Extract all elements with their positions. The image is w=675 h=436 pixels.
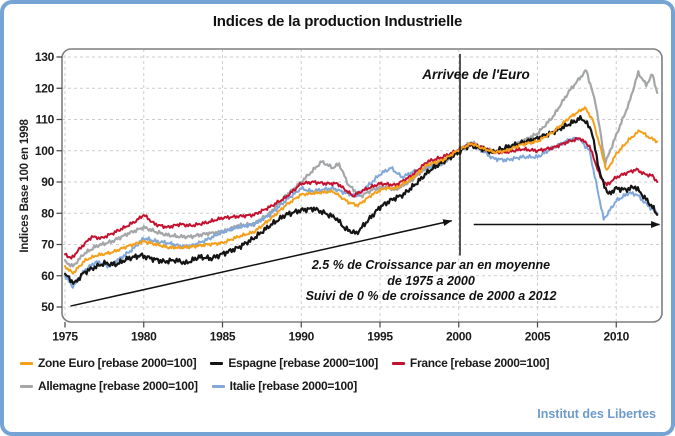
gridlines	[63, 50, 661, 321]
chart-canvas: 50 60 70 80 90 100 110 120 130 1975 1980 1985 1990 19…	[35, 48, 663, 344]
axis-ticks	[56, 56, 617, 328]
y-tick-label-120: 120	[35, 81, 55, 95]
y-tick-label-90: 90	[41, 175, 54, 189]
x-tick-label-2005: 2005	[525, 330, 551, 344]
annotation-growth-line-1: 2.5 % de Croissance par an en moyenne	[311, 258, 551, 272]
legend-item-france: France [rebase 2000=100]	[391, 356, 550, 370]
chart-title: Indices de la production Industrielle	[212, 13, 463, 30]
legend-label-france: France [rebase 2000=100]	[409, 356, 550, 370]
x-tick-label-2010: 2010	[604, 330, 630, 344]
annotation-growth-line-3: Suivi de 0 % de croissance de 2000 a 201…	[305, 289, 557, 303]
y-tick-label-50: 50	[41, 300, 54, 314]
series-line-allemagne	[63, 69, 659, 268]
legend-label-italie: Italie [rebase 2000=100]	[229, 379, 358, 393]
series-line-france	[64, 136, 659, 260]
legend-dash-icon-italie	[211, 384, 225, 388]
annotation-euro-arrival: Arrivee de l'Euro	[422, 67, 530, 82]
legend-item-allemagne: Allemagne [rebase 2000=100]	[20, 379, 198, 393]
legend-label-allemagne: Allemagne [rebase 2000=100]	[38, 379, 198, 393]
tick-labels: 50 60 70 80 90 100 110 120 130 1975 1980 1985 1990 19…	[35, 50, 630, 344]
chart-legend: Zone Euro [rebase 2000=100] Espagne [reba…	[20, 353, 549, 396]
y-tick-label-100: 100	[35, 144, 55, 158]
legend-row-1: Zone Euro [rebase 2000=100] Espagne [reba…	[20, 353, 549, 373]
series-line-zone-euro	[64, 106, 659, 275]
x-tick-label-1985: 1985	[210, 330, 236, 344]
brand-footer: Institut des Libertes	[537, 407, 656, 421]
legend-dash-icon-allemagne	[20, 384, 33, 388]
legend-item-espagne: Espagne [rebase 2000=100]	[210, 356, 378, 370]
legend-item-zone-euro: Zone Euro [rebase 2000=100]	[20, 356, 197, 370]
y-tick-label-80: 80	[41, 206, 54, 220]
y-tick-label-70: 70	[41, 238, 54, 252]
x-tick-label-1975: 1975	[52, 330, 78, 344]
y-tick-label-130: 130	[35, 50, 55, 64]
trend-arrow-1	[70, 219, 453, 307]
legend-dash-icon-espagne	[210, 361, 224, 365]
annotation-growth-text: 2.5 % de Croissance par an en moyenne de…	[306, 258, 557, 305]
legend-label-espagne: Espagne [rebase 2000=100]	[228, 356, 378, 370]
y-axis-label: Indices Base 100 en 1998	[19, 119, 31, 253]
series-lines	[63, 69, 659, 289]
legend-dash-icon-france	[391, 361, 405, 365]
annotation-growth-line-2: de 1975 a 2000	[387, 273, 475, 288]
plot-area	[61, 48, 663, 323]
x-tick-label-2000: 2000	[446, 330, 472, 344]
x-tick-label-1995: 1995	[367, 330, 393, 344]
annotation-marks	[70, 53, 661, 307]
legend-row-2: Allemagne [rebase 2000=100] Italie [rebas…	[20, 376, 549, 396]
x-tick-label-1980: 1980	[131, 330, 157, 344]
legend-dash-icon-zone-euro	[20, 361, 33, 365]
y-tick-label-60: 60	[41, 269, 54, 283]
x-tick-label-1990: 1990	[289, 330, 315, 344]
legend-item-italie: Italie [rebase 2000=100]	[211, 379, 358, 393]
legend-label-zone-euro: Zone Euro [rebase 2000=100]	[38, 356, 197, 370]
y-tick-label-110: 110	[36, 113, 55, 127]
